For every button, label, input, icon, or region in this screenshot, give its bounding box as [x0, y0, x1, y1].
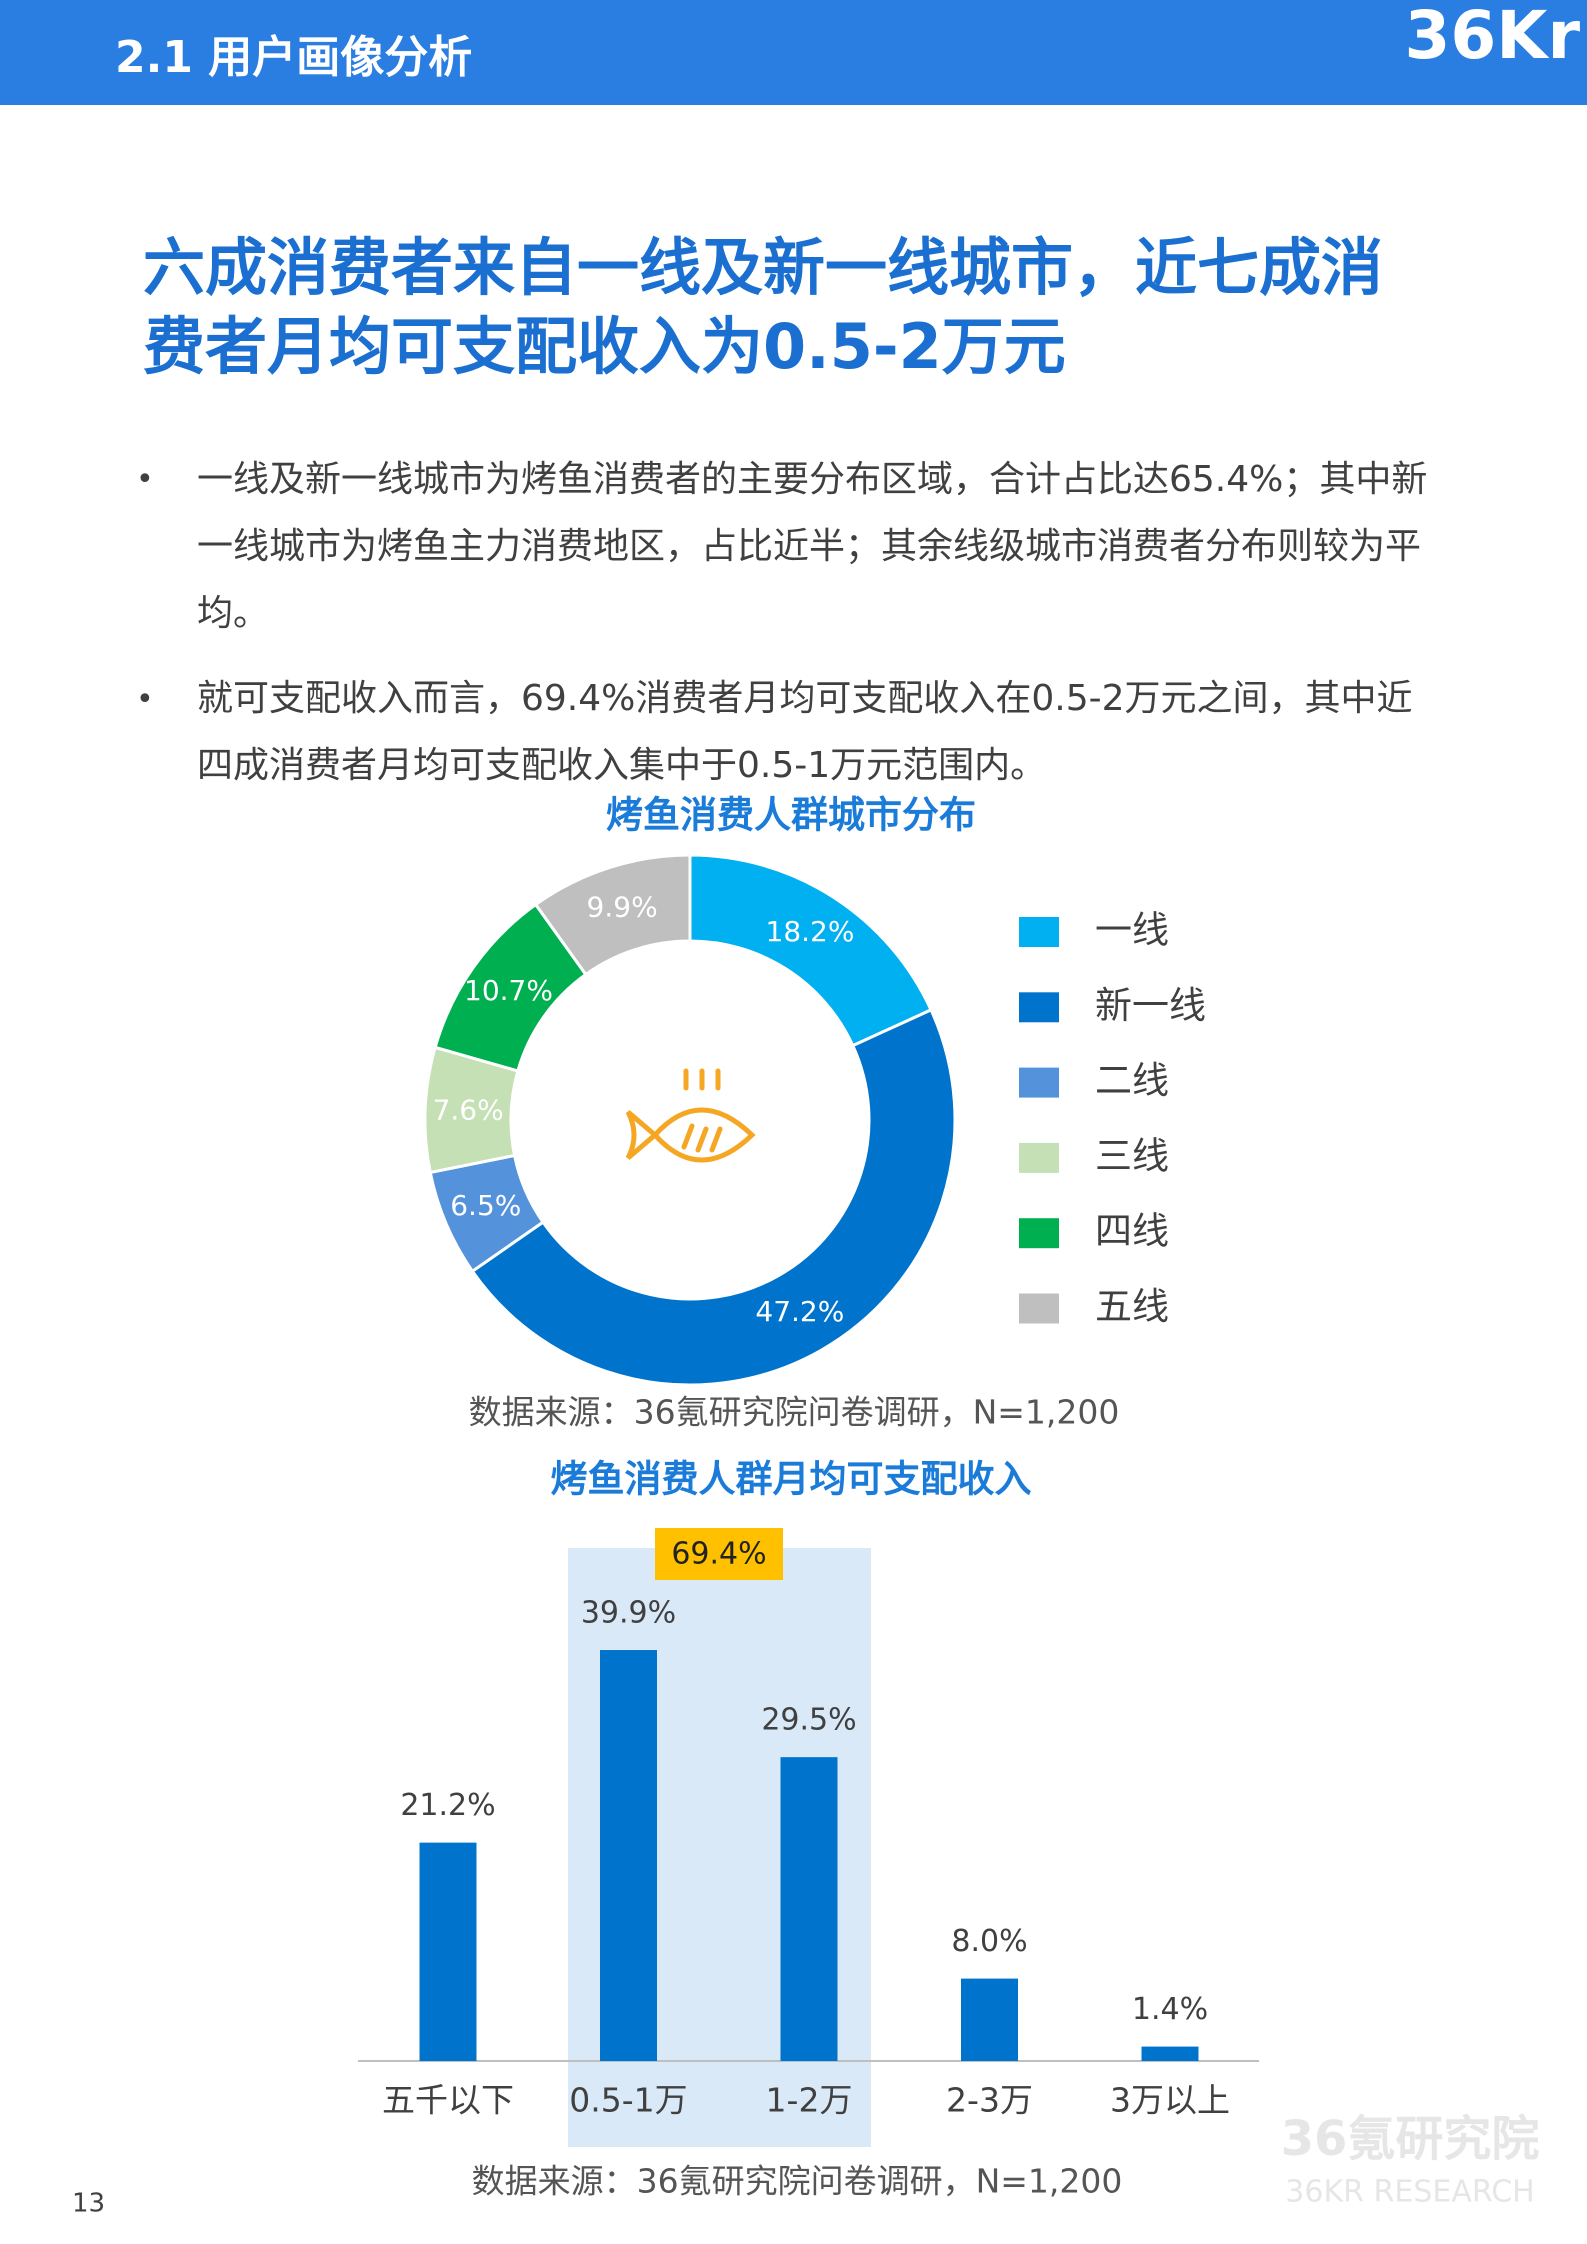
watermark: 36氪研究院	[1281, 2111, 1540, 2167]
data-label: 47.2%	[755, 1295, 844, 1328]
legend-swatch	[1019, 1218, 1059, 1249]
x-tick-label: 2-3万	[946, 2081, 1033, 2120]
fish-tail	[625, 1110, 659, 1160]
headline: 六成消费者来自一线及新一线城市，近七成消	[143, 231, 1383, 304]
source-note: 数据来源：36氪研究院问卷调研，N=1,200	[472, 2162, 1123, 2201]
legend-swatch	[1019, 917, 1059, 947]
x-tick-label: 五千以下	[382, 2081, 514, 2120]
page-number: 13	[72, 2189, 105, 2219]
donut-slice	[688, 853, 934, 1048]
fish-line	[681, 1123, 695, 1150]
legend-label: 二线	[1095, 1059, 1169, 1102]
header-title: 2.1 用户画像分析	[115, 32, 472, 83]
fish-line	[695, 1126, 709, 1153]
headline: 费者月均可支配收入为0.5-2万元	[143, 310, 1066, 383]
bar	[780, 1757, 838, 2061]
annotation-label: 69.4%	[671, 1537, 766, 1572]
legend-label: 三线	[1095, 1134, 1169, 1177]
data-label: 10.7%	[464, 974, 553, 1007]
data-label: 6.5%	[450, 1189, 521, 1222]
data-label: 7.6%	[433, 1093, 504, 1126]
legend-swatch	[1019, 992, 1059, 1023]
bullet-text: 一线及新一线城市为烤鱼消费者的主要分布区域，合计占比达65.4%；其中新一线城市…	[197, 459, 1428, 634]
data-label: 39.9%	[581, 1596, 676, 1631]
bullet-text: 就可支配收入而言，69.4%消费者月均可支配收入在0.5-2万元之间，其中近四成…	[197, 678, 1413, 786]
legend-label: 新一线	[1095, 984, 1206, 1027]
bar	[961, 1978, 1018, 2061]
legend-label: 五线	[1095, 1285, 1169, 1328]
fish-body	[651, 1107, 756, 1163]
bar	[1141, 2046, 1199, 2061]
chart-title: 烤鱼消费人群城市分布	[606, 794, 976, 837]
header-bar	[0, 0, 1587, 105]
x-tick-label: 1-2万	[766, 2081, 853, 2120]
data-label: 18.2%	[766, 915, 855, 948]
bar	[600, 1650, 657, 2061]
data-label: 8.0%	[951, 1924, 1027, 1959]
source-note: 数据来源：36氪研究院问卷调研，N=1,200	[469, 1393, 1120, 1432]
bar	[419, 1842, 477, 2061]
fish-line	[709, 1126, 723, 1153]
data-label: 29.5%	[761, 1703, 856, 1738]
watermark: 36KR RESEARCH	[1285, 2175, 1534, 2210]
donut-slice	[470, 1007, 957, 1387]
x-tick-label: 3万以上	[1110, 2081, 1230, 2120]
chart-title: 烤鱼消费人群月均可支配收入	[551, 1458, 1032, 1501]
bullet-dot: •	[136, 682, 154, 717]
annotation-box	[655, 1528, 783, 1580]
legend-swatch	[1019, 1142, 1059, 1173]
data-label: 9.9%	[587, 891, 658, 924]
data-label: 1.4%	[1132, 1992, 1208, 2027]
donut-slice	[533, 853, 692, 977]
legend-label: 四线	[1095, 1210, 1169, 1253]
logo: 36Kr	[1404, 0, 1580, 74]
x-tick-label: 0.5-1万	[569, 2081, 687, 2120]
legend-swatch	[1019, 1067, 1059, 1098]
bullet-dot: •	[136, 462, 154, 497]
fish-icon	[625, 1068, 756, 1163]
legend-swatch	[1019, 1293, 1059, 1324]
legend-label: 一线	[1095, 909, 1169, 952]
data-label: 21.2%	[400, 1788, 495, 1823]
